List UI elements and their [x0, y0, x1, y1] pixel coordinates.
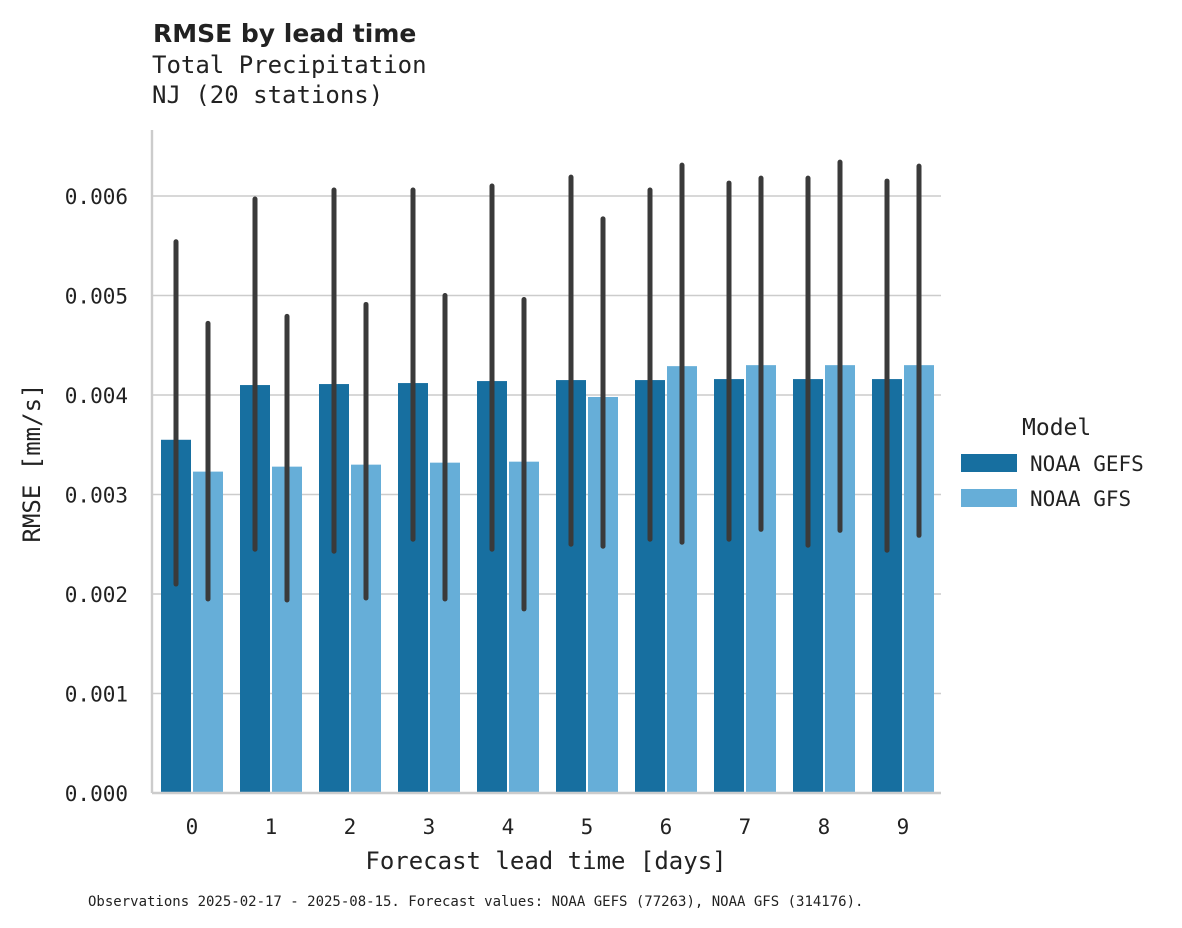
x-tick-label: 1 — [265, 815, 278, 839]
error-bars — [173, 159, 922, 612]
footnote: Observations 2025-02-17 - 2025-08-15. Fo… — [88, 894, 863, 910]
y-tick-label: 0.001 — [65, 683, 128, 707]
legend-label-gfs: NOAA GFS — [1030, 487, 1131, 511]
y-tick-label: 0.004 — [65, 384, 128, 408]
chart-subtitle-line-2: NJ (20 stations) — [152, 81, 383, 109]
y-tick-label: 0.005 — [65, 285, 128, 309]
x-tick-label: 4 — [502, 815, 515, 839]
x-tick-label: 3 — [423, 815, 436, 839]
legend-swatch-gfs — [961, 489, 1017, 507]
y-tick-label: 0.003 — [65, 484, 128, 508]
y-tick-labels: 0.000 0.001 0.002 0.003 0.004 0.005 0.006 — [65, 185, 128, 806]
legend-swatch-gefs — [961, 454, 1017, 472]
x-tick-label: 0 — [186, 815, 199, 839]
legend: Model NOAA GEFS NOAA GFS — [961, 415, 1144, 511]
x-tick-label: 5 — [581, 815, 594, 839]
bars — [161, 365, 934, 793]
legend-title: Model — [1022, 415, 1091, 441]
chart-title: RMSE by lead time — [153, 19, 416, 48]
legend-label-gefs: NOAA GEFS — [1030, 452, 1144, 476]
x-tick-label: 6 — [660, 815, 673, 839]
y-tick-label: 0.000 — [65, 782, 128, 806]
x-tick-label: 8 — [818, 815, 831, 839]
y-tick-label: 0.006 — [65, 185, 128, 209]
x-tick-label: 2 — [344, 815, 357, 839]
y-tick-label: 0.002 — [65, 583, 128, 607]
chart-subtitle-line-1: Total Precipitation — [152, 51, 427, 79]
x-tick-label: 9 — [897, 815, 910, 839]
x-axis-label: Forecast lead time [days] — [365, 847, 726, 875]
x-tick-label: 7 — [739, 815, 752, 839]
y-axis-label: RMSE [mm/s] — [18, 384, 46, 543]
x-tick-labels: 0 1 2 3 4 5 6 7 8 9 — [186, 815, 910, 839]
